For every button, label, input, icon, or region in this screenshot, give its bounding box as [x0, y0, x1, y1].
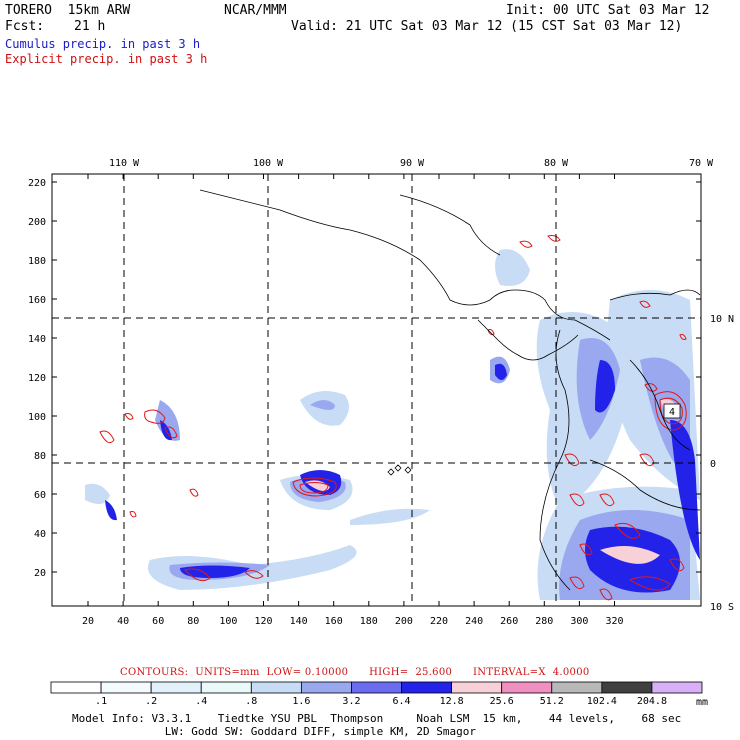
- valid-time: Valid: 21 UTC Sat 03 Mar 12 (15 CST Sat …: [291, 19, 683, 34]
- y-tick-label: 140: [28, 334, 46, 345]
- colorbar-label: .1: [95, 696, 107, 707]
- init-time: Init: 00 UTC Sat 03 Mar 12: [506, 3, 710, 18]
- y-tick-label: 100: [28, 412, 46, 423]
- lat-label-10s: 10 S: [710, 602, 734, 613]
- galapagos-islands: [387, 464, 412, 476]
- colorbar-label: 12.8: [440, 696, 464, 707]
- colorbar-swatch: [351, 681, 402, 694]
- lat-lon-grid: [52, 174, 701, 606]
- model-info: Model Info: V3.3.1 Tiedtke YSU PBL Thomp…: [72, 712, 681, 738]
- x-tick-label: 40: [117, 616, 129, 627]
- coastlines: [199, 189, 701, 591]
- lon-label-80w: 80 W: [544, 158, 569, 169]
- colorbar-swatch: [100, 681, 152, 694]
- colorbar-label: 1.6: [292, 696, 310, 707]
- explicit-contours: [99, 235, 687, 601]
- colorbar-swatch: [250, 681, 302, 694]
- colorbar-swatch: [501, 681, 553, 694]
- forecast-label: Fcst:: [5, 19, 45, 34]
- lon-label-100w: 100 W: [253, 158, 284, 169]
- y-tick-label: 60: [34, 490, 46, 501]
- y-tick-label: 80: [34, 451, 46, 462]
- lat-label-0: 0: [710, 459, 716, 470]
- colorbar-label: .2: [145, 696, 157, 707]
- model-info-line-2: LW: Godd SW: Goddard DIFF, simple KM, 2D…: [72, 725, 476, 738]
- axis-ticks: [52, 174, 701, 606]
- x-tick-labels: 20 40 60 80 100 120 140 160 180 200 220 240 260 280 30…: [82, 616, 624, 627]
- colorbar-swatch: [300, 681, 352, 694]
- colorbar: .1 .2 .4 .8 1.6 3.2 6.4 12.8 25.6 51.2 102.4 204.8: [50, 681, 703, 707]
- field-1-title: Cumulus precip. in past 3 h: [5, 37, 201, 51]
- colorbar-swatch: [401, 681, 453, 694]
- y-tick-labels: 220 200 180 160 140 120 100 80 60 40 20: [28, 178, 46, 579]
- colorbar-swatch: [451, 681, 503, 694]
- model-info-line-1: Model Info: V3.3.1 Tiedtke YSU PBL Thomp…: [72, 712, 682, 725]
- x-tick-label: 160: [325, 616, 343, 627]
- border-colombia: [629, 359, 691, 451]
- y-tick-label: 220: [28, 178, 46, 189]
- forecast-hour: 21 h: [74, 19, 106, 34]
- x-tick-label: 140: [290, 616, 308, 627]
- max-label: 4: [669, 407, 675, 418]
- y-tick-label: 40: [34, 529, 46, 540]
- x-tick-label: 120: [254, 616, 272, 627]
- coast-caribbean: [609, 289, 701, 301]
- border-ecuador-peru: [589, 459, 701, 511]
- x-tick-label: 100: [219, 616, 237, 627]
- colorbar-swatch: [551, 681, 603, 694]
- colorbar-label: 51.2: [540, 696, 564, 707]
- plot-frame: [51, 173, 702, 607]
- y-tick-label: 120: [28, 373, 46, 384]
- colorbar-label: 102.4: [587, 696, 617, 707]
- x-tick-label: 180: [360, 616, 378, 627]
- x-tick-label: 20: [82, 616, 94, 627]
- lon-label-90w: 90 W: [400, 158, 425, 169]
- colorbar-label: 6.4: [393, 696, 411, 707]
- colorbar-swatch: [200, 681, 252, 694]
- map-plot: 4: [51, 173, 702, 607]
- lon-label-110w: 110 W: [109, 158, 140, 169]
- x-tick-label: 80: [187, 616, 199, 627]
- y-tick-label: 160: [28, 295, 46, 306]
- center-name: NCAR/MMM: [224, 3, 287, 18]
- colorbar-swatch: [601, 681, 653, 694]
- colorbar-label: .8: [245, 696, 257, 707]
- x-tick-label: 220: [430, 616, 448, 627]
- colorbar-label: .4: [195, 696, 207, 707]
- colorbar-unit: mm: [696, 697, 708, 708]
- colorbar-swatch: [651, 681, 703, 694]
- colorbar-swatch: [150, 681, 202, 694]
- x-tick-label: 200: [395, 616, 413, 627]
- colorbar-label: 3.2: [342, 696, 360, 707]
- colorbar-label: 25.6: [490, 696, 514, 707]
- y-tick-label: 200: [28, 217, 46, 228]
- colorbar-label: 204.8: [637, 696, 667, 707]
- lat-label-10n: 10 N: [710, 314, 734, 325]
- field-2-title: Explicit precip. in past 3 h: [5, 52, 208, 66]
- lat-labels: 10 N 0 10 S: [710, 314, 734, 613]
- border-mexico-inland: [399, 194, 501, 256]
- contour-info: CONTOURS: UNITS=mm LOW= 0.10000 HIGH= 25…: [120, 667, 590, 678]
- x-tick-label: 260: [500, 616, 518, 627]
- colorbar-swatch: [50, 681, 102, 694]
- model-name: TORERO 15km ARW: [5, 3, 131, 18]
- lon-labels: 110 W 100 W 90 W 80 W 70 W: [109, 158, 714, 169]
- y-tick-label: 180: [28, 256, 46, 267]
- x-tick-label: 60: [152, 616, 164, 627]
- x-tick-label: 240: [465, 616, 483, 627]
- lon-label-70w: 70 W: [689, 158, 714, 169]
- coast-south-america: [539, 329, 571, 591]
- coast-mexico: [199, 189, 611, 341]
- max-label-box: [663, 403, 681, 419]
- x-tick-label: 280: [535, 616, 553, 627]
- coast-central-america: [477, 319, 579, 361]
- x-tick-label: 300: [570, 616, 588, 627]
- y-tick-label: 20: [34, 568, 46, 579]
- x-tick-label: 320: [605, 616, 623, 627]
